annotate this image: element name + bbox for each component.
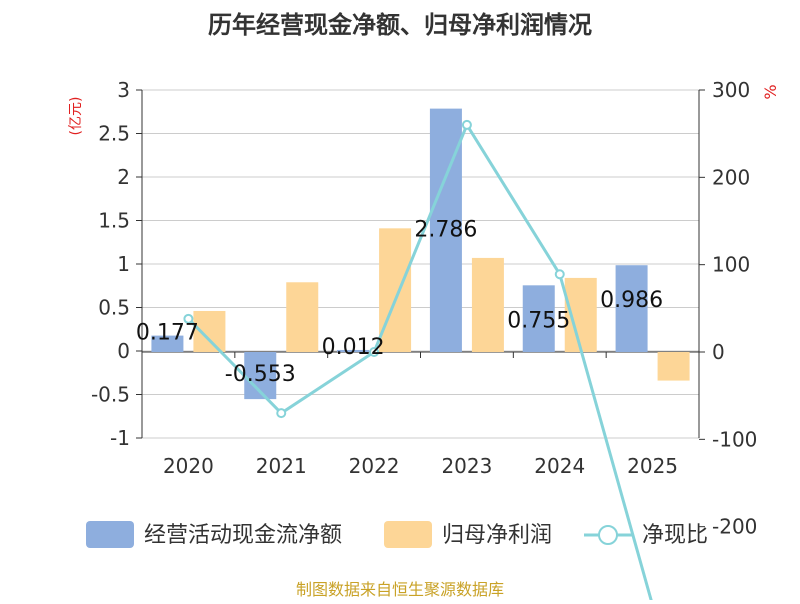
- line-point: [369, 347, 380, 357]
- data-label: 2.786: [414, 218, 477, 243]
- x-axis-tick-label: 2025: [627, 454, 678, 478]
- bar: [193, 310, 226, 352]
- right-axis-tick-label: 100: [712, 253, 750, 277]
- bar: [337, 349, 370, 352]
- bar: [657, 352, 690, 381]
- data-label: -0.553: [225, 362, 296, 387]
- legend-swatch: [86, 521, 134, 548]
- right-axis-tick-label: 300: [712, 78, 750, 102]
- line-series: [187, 121, 654, 604]
- bar: [379, 228, 412, 352]
- left-axis-tick-label: -0.5: [91, 383, 130, 407]
- legend-label: 净现比: [642, 523, 708, 548]
- bar: [522, 285, 555, 352]
- line-point: [461, 119, 472, 130]
- left-axis-unit: (亿元): [68, 97, 84, 136]
- left-axis-tick-label: 1: [117, 252, 130, 276]
- bar: [286, 282, 319, 352]
- right-axis-unit: %: [761, 84, 780, 99]
- data-label: 0.177: [136, 321, 199, 346]
- legend-swatch: [384, 521, 432, 548]
- left-axis-tick-label: 0: [117, 339, 130, 363]
- left-axis-tick-label: 1.5: [98, 209, 130, 233]
- bar: [471, 257, 504, 352]
- right-axis-tick-label: 200: [712, 165, 750, 189]
- data-label: 0.755: [507, 308, 570, 333]
- x-axis-tick-label: 2021: [256, 454, 307, 478]
- left-axis-tick-label: 0.5: [98, 296, 130, 320]
- right-axis-tick-label: -200: [712, 515, 757, 539]
- legend-label: 归母净利润: [442, 523, 552, 548]
- data-label: 0.012: [322, 335, 385, 360]
- legend-label: 经营活动现金流净额: [144, 523, 342, 548]
- x-axis-tick-label: 2023: [441, 454, 492, 478]
- left-axis-tick-label: 2: [117, 165, 130, 189]
- left-axis-tick-label: 3: [117, 78, 130, 102]
- bar: [151, 335, 184, 352]
- line-point: [276, 408, 287, 419]
- right-axis-tick-label: 0: [712, 340, 725, 364]
- left-axis-tick-label: -1: [110, 426, 130, 450]
- line-point: [183, 313, 194, 324]
- x-axis-tick-label: 2024: [534, 454, 585, 478]
- chart-title: 历年经营现金净额、归母净利润情况: [208, 11, 592, 39]
- x-axis-tick-label: 2020: [163, 454, 214, 478]
- line-point: [554, 269, 565, 280]
- bar: [615, 265, 648, 352]
- legend-line-marker: [598, 525, 618, 545]
- left-axis-tick-label: 2.5: [98, 122, 130, 146]
- footer-source: 制图数据来自恒生聚源数据库: [296, 580, 504, 599]
- x-axis-tick-label: 2022: [349, 454, 400, 478]
- data-label: 0.986: [600, 288, 663, 313]
- right-axis-tick-label: -100: [712, 427, 757, 451]
